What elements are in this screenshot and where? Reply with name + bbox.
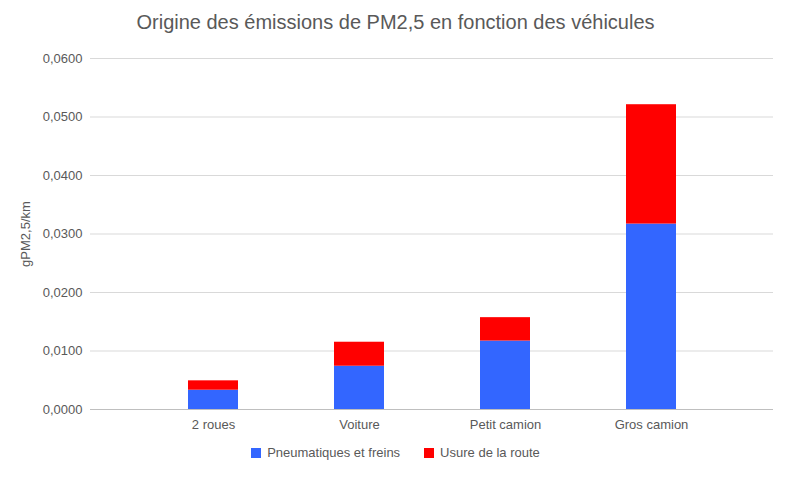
svg-text:gPM2,5/km: gPM2,5/km: [18, 201, 33, 267]
svg-text:0,0100: 0,0100: [43, 343, 83, 358]
svg-text:0,0400: 0,0400: [43, 168, 83, 183]
svg-text:0,0000: 0,0000: [43, 402, 83, 417]
svg-text:0,0200: 0,0200: [43, 285, 83, 300]
svg-text:0,0300: 0,0300: [43, 226, 83, 241]
svg-text:0,0600: 0,0600: [43, 51, 83, 66]
svg-text:Petit camion: Petit camion: [470, 417, 542, 432]
html-text:Origine des émissions de PM2,5: Origine des émissions de PM2,5 en foncti…: [136, 11, 655, 33]
svg-text:Gros camion: Gros camion: [615, 417, 689, 432]
html-text:Pneumatiques et freins: Pneumatiques et freins: [267, 445, 401, 460]
svg-text:2 roues: 2 roues: [192, 417, 236, 432]
svg-text:Voiture: Voiture: [339, 417, 379, 432]
svg-text:0,0500: 0,0500: [43, 109, 83, 124]
html-text:Usure de la route: Usure de la route: [440, 445, 540, 460]
